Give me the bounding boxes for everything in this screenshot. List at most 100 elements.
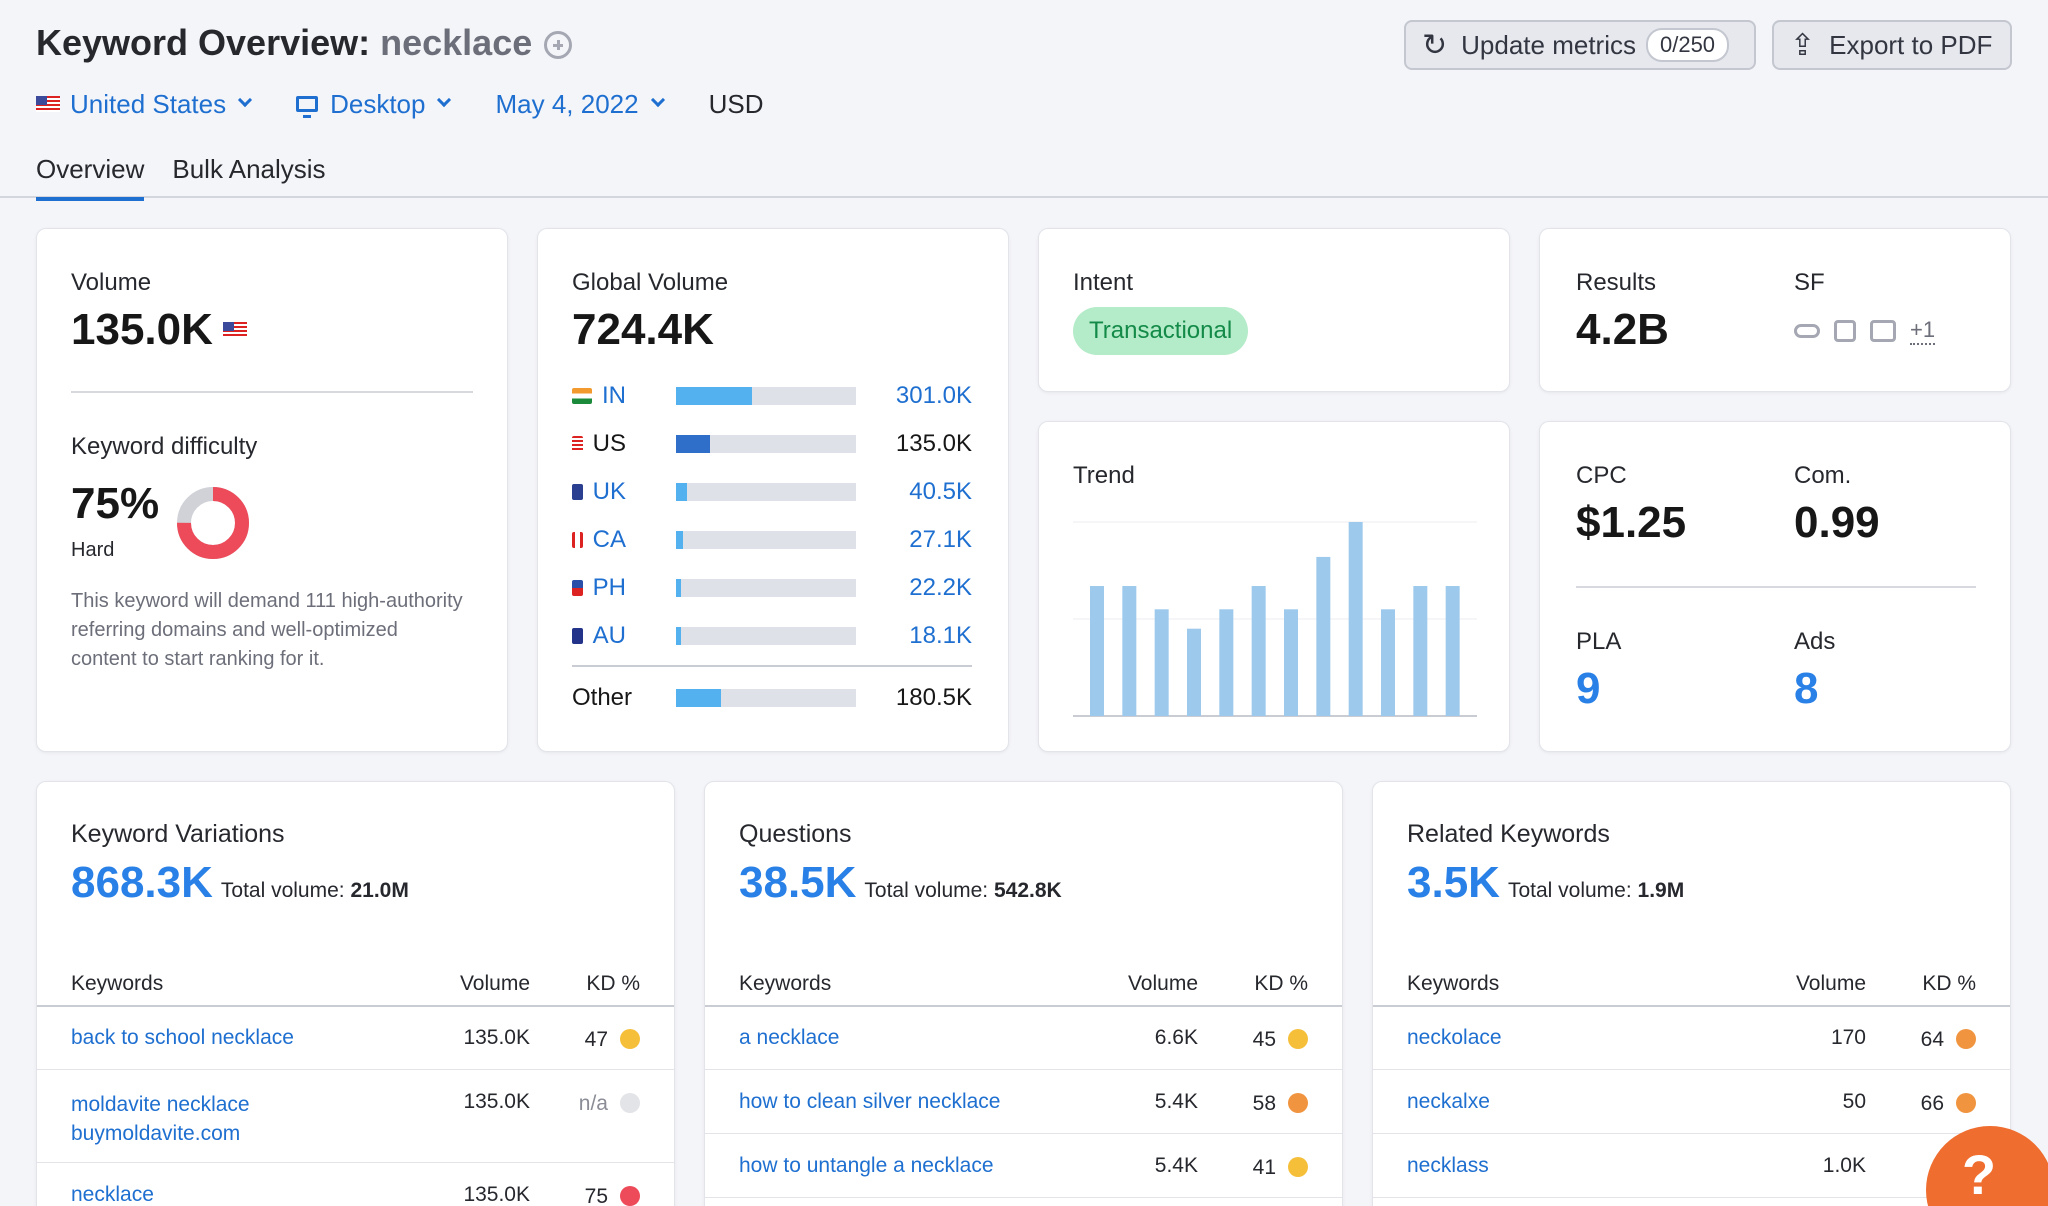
article-icon[interactable] bbox=[1834, 320, 1856, 342]
trend-bar[interactable] bbox=[1154, 609, 1169, 716]
volume-card: Volume 135.0K Keyword difficulty 75% Har… bbox=[36, 228, 508, 752]
sf-more-link[interactable]: +1 bbox=[1910, 317, 1936, 345]
tab-overview[interactable]: Overview bbox=[36, 154, 145, 201]
total-volume-label: Total volume: bbox=[1507, 879, 1632, 902]
kd-value: 64 bbox=[1920, 1028, 1944, 1051]
refresh-icon: ↻ bbox=[1422, 28, 1448, 62]
export-pdf-button[interactable]: ⇪ Export to PDF bbox=[1772, 20, 2012, 70]
device-dropdown[interactable]: Desktop bbox=[296, 89, 452, 120]
keyword-kd: 58 bbox=[1253, 1090, 1308, 1116]
keyword-link[interactable]: moldavite necklace buymoldavite.com bbox=[71, 1090, 250, 1148]
kd-donut-chart bbox=[177, 487, 249, 559]
total-volume-value: 21.0M bbox=[350, 879, 409, 902]
volume-bar-fill bbox=[676, 579, 682, 597]
keyword-link[interactable]: how to untangle a necklace bbox=[739, 1154, 994, 1177]
trend-bar[interactable] bbox=[1251, 586, 1266, 716]
keyword-link[interactable]: back to school necklace bbox=[71, 1026, 294, 1049]
sf-label: SF bbox=[1794, 269, 1825, 296]
related-title: Related Keywords bbox=[1407, 820, 1610, 848]
row-divider bbox=[705, 1069, 1342, 1070]
sf-icons: +1 bbox=[1794, 317, 1936, 345]
country-volume: 22.2K bbox=[909, 574, 972, 601]
keyword-volume: 5.4K bbox=[1154, 1090, 1198, 1113]
tab-bulk-analysis[interactable]: Bulk Analysis bbox=[172, 154, 326, 184]
us-flag-icon bbox=[222, 322, 247, 338]
uk-flag-icon bbox=[572, 484, 583, 500]
volume-bar bbox=[676, 435, 856, 453]
filters-bar: United States Desktop May 4, 2022 USD bbox=[36, 84, 809, 124]
link-icon[interactable] bbox=[1794, 324, 1820, 338]
results-value: 4.2B bbox=[1576, 305, 1669, 354]
kd-value: 41 bbox=[1252, 1156, 1276, 1179]
keyword-link[interactable]: how to clean silver necklace bbox=[739, 1090, 1001, 1113]
kd-dot bbox=[1288, 1029, 1308, 1049]
kd-value: 66 bbox=[1920, 1092, 1944, 1115]
country-row[interactable]: IN 301.0K bbox=[572, 381, 972, 411]
kd-value: 75% bbox=[71, 479, 160, 528]
trend-bar[interactable] bbox=[1445, 586, 1460, 716]
keyword-volume: 170 bbox=[1830, 1026, 1866, 1049]
volume-bar-fill bbox=[676, 627, 682, 645]
questions-title: Questions bbox=[739, 820, 852, 848]
questions-count-value: 38.5K bbox=[739, 858, 857, 907]
divider bbox=[1576, 586, 1976, 588]
trend-bar[interactable] bbox=[1219, 609, 1234, 716]
keyword-link[interactable]: a necklace bbox=[739, 1026, 840, 1049]
questions-count[interactable]: 38.5K Total volume: 542.8K bbox=[739, 858, 1062, 908]
related-count[interactable]: 3.5K Total volume: 1.9M bbox=[1407, 858, 1684, 908]
keyword-kd: 64 bbox=[1921, 1026, 1976, 1052]
kd-value: 58 bbox=[1252, 1092, 1276, 1115]
other-row: Other 180.5K bbox=[572, 683, 972, 713]
row-divider bbox=[1373, 1069, 2010, 1070]
trend-bar[interactable] bbox=[1284, 609, 1298, 716]
country-dropdown[interactable]: United States bbox=[36, 89, 253, 120]
trend-bar[interactable] bbox=[1187, 628, 1201, 716]
variations-count[interactable]: 868.3K Total volume: 21.0M bbox=[71, 858, 409, 908]
us-flag-icon bbox=[572, 436, 583, 452]
row-divider bbox=[705, 1197, 1342, 1198]
competition-value: 0.99 bbox=[1794, 498, 1880, 547]
trend-bar-chart bbox=[1073, 521, 1477, 717]
keyword-link[interactable]: necklace bbox=[71, 1183, 154, 1206]
kd-dot bbox=[620, 1093, 640, 1113]
country-row[interactable]: CA 27.1K bbox=[572, 525, 972, 555]
trend-bar[interactable] bbox=[1381, 609, 1395, 716]
date-dropdown[interactable]: May 4, 2022 bbox=[495, 89, 665, 120]
cpc-label: CPC bbox=[1576, 462, 1627, 489]
results-card: Results 4.2B SF +1 bbox=[1539, 228, 2011, 392]
keyword-link[interactable]: neckolace bbox=[1407, 1026, 1502, 1049]
country-volume: 18.1K bbox=[909, 622, 972, 649]
related-keywords-card: Related Keywords 3.5K Total volume: 1.9M … bbox=[1372, 781, 2011, 1206]
trend-bar[interactable] bbox=[1090, 586, 1104, 716]
ads-value[interactable]: 8 bbox=[1794, 664, 1819, 713]
image-icon[interactable] bbox=[1870, 320, 1896, 342]
volume-bar-fill bbox=[676, 483, 687, 501]
title-label: Keyword Overview: bbox=[36, 22, 371, 63]
country-row[interactable]: UK 40.5K bbox=[572, 477, 972, 507]
volume-number: 135.0K bbox=[71, 305, 213, 354]
trend-bar[interactable] bbox=[1413, 586, 1428, 716]
country-row[interactable]: AU 18.1K bbox=[572, 621, 972, 651]
add-keyword-icon[interactable] bbox=[544, 31, 573, 59]
competition-label: Com. bbox=[1794, 462, 1852, 489]
update-metrics-button[interactable]: ↻ Update metrics 0/250 bbox=[1404, 20, 1756, 70]
pla-value[interactable]: 9 bbox=[1576, 664, 1601, 713]
us-flag-icon bbox=[36, 96, 60, 112]
trend-bar[interactable] bbox=[1316, 556, 1331, 716]
keyword-volume: 135.0K bbox=[463, 1183, 530, 1206]
kd-dot bbox=[1288, 1093, 1308, 1113]
trend-bar[interactable] bbox=[1348, 522, 1363, 716]
keyword-volume: 1.0K bbox=[1822, 1154, 1866, 1177]
volume-bar bbox=[676, 531, 856, 549]
philippines-flag-icon bbox=[572, 580, 583, 596]
update-metrics-label: Update metrics bbox=[1461, 29, 1636, 60]
volume-bar-fill bbox=[676, 689, 721, 707]
table-header-divider bbox=[37, 1005, 674, 1007]
keyword-link[interactable]: necklass bbox=[1407, 1154, 1489, 1177]
keyword-link[interactable]: neckalxe bbox=[1407, 1090, 1490, 1113]
country-row[interactable]: PH 22.2K bbox=[572, 573, 972, 603]
upload-icon: ⇪ bbox=[1790, 28, 1816, 62]
trend-bar[interactable] bbox=[1122, 586, 1137, 716]
table-header-divider bbox=[1373, 1005, 2010, 1007]
cpc-value: $1.25 bbox=[1576, 498, 1687, 547]
